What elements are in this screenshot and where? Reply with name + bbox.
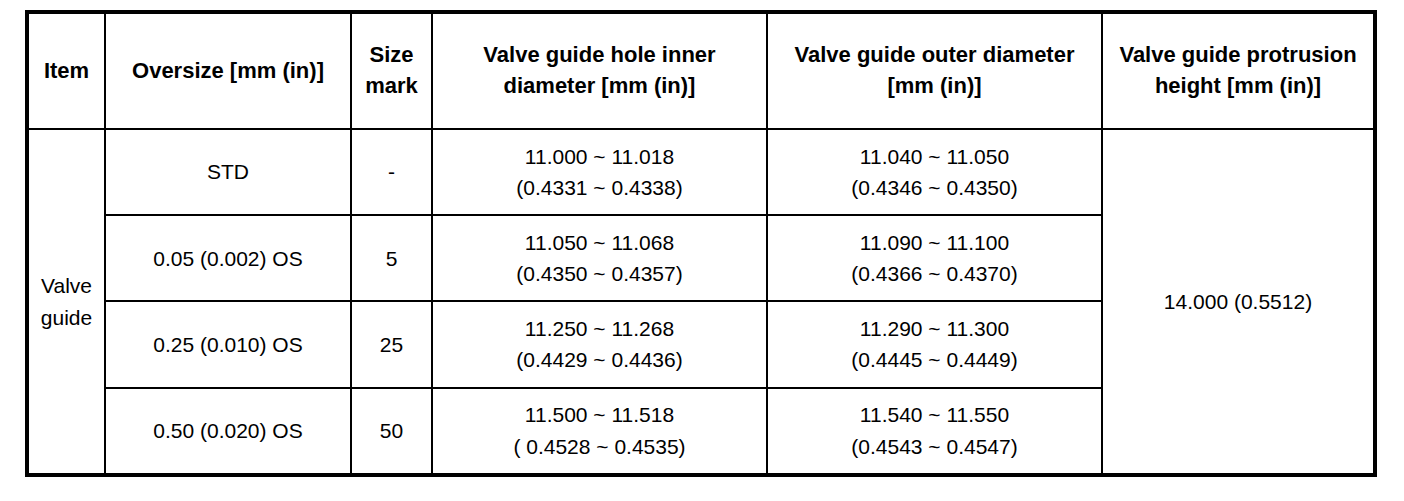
outer-diameter-in: (0.4543 ~ 0.4547) bbox=[774, 431, 1095, 463]
outer-diameter-mm: 11.290 ~ 11.300 bbox=[774, 313, 1095, 345]
inner-diameter-in: (0.4429 ~ 0.4436) bbox=[439, 344, 760, 376]
outer-diameter-in: (0.4346 ~ 0.4350) bbox=[774, 172, 1095, 204]
header-oversize: Oversize [mm (in)] bbox=[105, 12, 351, 129]
outer-diameter-in: (0.4445 ~ 0.4449) bbox=[774, 344, 1095, 376]
inner-diameter-mm: 11.500 ~ 11.518 bbox=[439, 399, 760, 431]
inner-diameter-in: (0.4350 ~ 0.4357) bbox=[439, 258, 760, 290]
header-protrusion-height: Valve guide protrusion height [mm (in)] bbox=[1102, 12, 1375, 129]
outer-diameter-cell: 11.540 ~ 11.550 (0.4543 ~ 0.4547) bbox=[767, 388, 1102, 475]
size-mark-cell: - bbox=[351, 129, 432, 215]
table-row-std: Valve guide STD - 11.000 ~ 11.018 (0.433… bbox=[27, 129, 1375, 215]
item-cell: Valve guide bbox=[27, 129, 105, 475]
inner-diameter-mm: 11.250 ~ 11.268 bbox=[439, 313, 760, 345]
outer-diameter-mm: 11.040 ~ 11.050 bbox=[774, 141, 1095, 173]
valve-guide-spec-table: Item Oversize [mm (in)] Size mark Valve … bbox=[25, 10, 1377, 477]
header-size-mark: Size mark bbox=[351, 12, 432, 129]
oversize-cell: 0.25 (0.010) OS bbox=[105, 301, 351, 387]
header-outer-diameter: Valve guide outer diameter [mm (in)] bbox=[767, 12, 1102, 129]
inner-diameter-mm: 11.050 ~ 11.068 bbox=[439, 227, 760, 259]
outer-diameter-cell: 11.040 ~ 11.050 (0.4346 ~ 0.4350) bbox=[767, 129, 1102, 215]
outer-diameter-cell: 11.290 ~ 11.300 (0.4445 ~ 0.4449) bbox=[767, 301, 1102, 387]
oversize-cell: 0.50 (0.020) OS bbox=[105, 388, 351, 475]
outer-diameter-cell: 11.090 ~ 11.100 (0.4366 ~ 0.4370) bbox=[767, 215, 1102, 301]
header-item: Item bbox=[27, 12, 105, 129]
outer-diameter-mm: 11.540 ~ 11.550 bbox=[774, 399, 1095, 431]
inner-diameter-cell: 11.050 ~ 11.068 (0.4350 ~ 0.4357) bbox=[432, 215, 767, 301]
oversize-cell: 0.05 (0.002) OS bbox=[105, 215, 351, 301]
outer-diameter-mm: 11.090 ~ 11.100 bbox=[774, 227, 1095, 259]
inner-diameter-cell: 11.000 ~ 11.018 (0.4331 ~ 0.4338) bbox=[432, 129, 767, 215]
spec-table-header: Item Oversize [mm (in)] Size mark Valve … bbox=[27, 12, 1375, 129]
inner-diameter-in: (0.4331 ~ 0.4338) bbox=[439, 172, 760, 204]
inner-diameter-cell: 11.250 ~ 11.268 (0.4429 ~ 0.4436) bbox=[432, 301, 767, 387]
outer-diameter-in: (0.4366 ~ 0.4370) bbox=[774, 258, 1095, 290]
header-row: Item Oversize [mm (in)] Size mark Valve … bbox=[27, 12, 1375, 129]
inner-diameter-mm: 11.000 ~ 11.018 bbox=[439, 141, 760, 173]
size-mark-cell: 5 bbox=[351, 215, 432, 301]
oversize-cell: STD bbox=[105, 129, 351, 215]
size-mark-cell: 25 bbox=[351, 301, 432, 387]
protrusion-height-cell: 14.000 (0.5512) bbox=[1102, 129, 1375, 475]
spec-table-body: Valve guide STD - 11.000 ~ 11.018 (0.433… bbox=[27, 129, 1375, 475]
inner-diameter-in: ( 0.4528 ~ 0.4535) bbox=[439, 431, 760, 463]
size-mark-cell: 50 bbox=[351, 388, 432, 475]
header-inner-diameter: Valve guide hole inner diameter [mm (in)… bbox=[432, 12, 767, 129]
inner-diameter-cell: 11.500 ~ 11.518 ( 0.4528 ~ 0.4535) bbox=[432, 388, 767, 475]
